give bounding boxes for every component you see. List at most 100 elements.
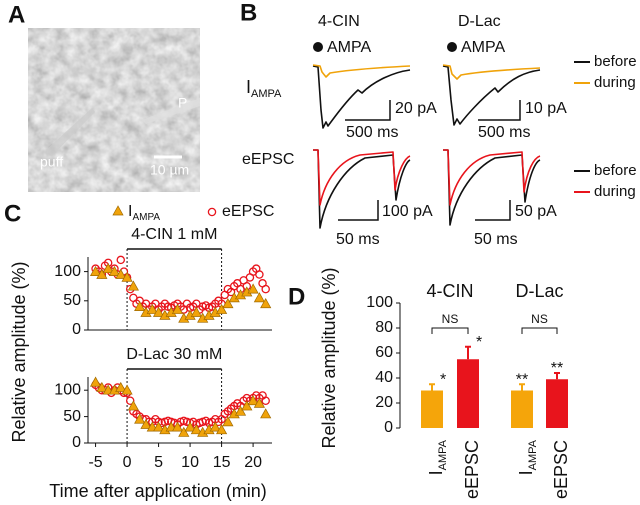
annotation: 4-CIN 1 mM — [131, 226, 217, 243]
triangle-point — [121, 271, 133, 282]
stimulus-dot — [313, 42, 323, 52]
panel-label: B — [240, 0, 257, 26]
scale-bar-label: 100 pA — [382, 203, 433, 220]
panel-label: C — [4, 200, 21, 227]
triangle-point — [260, 297, 272, 309]
category-label-main: eEPSC — [462, 440, 482, 499]
triangle-point — [209, 421, 221, 432]
x-tick-label: 15 — [213, 454, 231, 471]
scale-bar — [338, 200, 379, 221]
triangle-point — [96, 381, 108, 392]
triangle-point — [222, 297, 234, 309]
x-tick-label: 0 — [123, 454, 132, 471]
comparison-label: NS — [531, 312, 548, 326]
trace-before — [443, 149, 541, 226]
triangle-point — [184, 421, 196, 432]
legend-label-sub: AMPA — [132, 212, 160, 223]
triangle-point — [152, 306, 165, 317]
triangle-point — [115, 381, 127, 392]
triangle-point — [253, 397, 265, 408]
y-axis-label: Relative amplitude (%) — [319, 267, 339, 448]
legend-label: during — [594, 74, 636, 91]
y-tick-label: 100 — [366, 294, 393, 311]
y-tick-label: 100 — [54, 381, 81, 398]
scale-bar — [345, 100, 391, 121]
stimulus-label: AMPA — [327, 39, 371, 56]
legend-label-main: I — [128, 203, 132, 220]
triangle-point — [215, 424, 228, 435]
group-label: 4-CIN — [426, 281, 473, 301]
comparison-bracket — [521, 327, 558, 334]
triangle-point — [222, 416, 234, 427]
circle-point — [255, 270, 264, 279]
panel-label: D — [288, 283, 305, 310]
category-label-sub: AMPA — [527, 439, 539, 470]
significance: ** — [551, 360, 563, 377]
scale-bar-label: 500 ms — [346, 124, 398, 141]
y-tick-label: 80 — [375, 319, 393, 336]
puff-pipette — [46, 108, 95, 156]
triangle-point — [89, 376, 102, 387]
trace-during — [312, 64, 411, 78]
x-tick-label: 5 — [154, 454, 163, 471]
scale-bar-label: 50 pA — [515, 203, 557, 220]
y-tick-label: 60 — [375, 344, 393, 361]
bar — [546, 379, 568, 428]
trace-before — [312, 65, 411, 129]
triangle-point — [108, 265, 121, 276]
micrograph — [28, 28, 200, 192]
category-label-main: I — [516, 470, 536, 475]
triangle-point — [127, 400, 139, 411]
legend-label: eEPSC — [222, 203, 274, 220]
triangle-point — [178, 426, 190, 437]
triangle-point — [89, 265, 102, 276]
trace-during — [313, 149, 411, 206]
y-tick-label: 0 — [72, 434, 81, 451]
triangle-point — [247, 283, 259, 294]
legend-label: before — [594, 162, 637, 179]
category-label: IAMPA — [516, 439, 539, 475]
y-tick-label: 0 — [72, 321, 81, 338]
circle-point — [116, 255, 126, 265]
triangle-point — [241, 400, 253, 411]
triangle-point — [134, 300, 146, 311]
row-label-main: I — [246, 77, 251, 97]
legend-label: before — [594, 53, 637, 70]
category-label: eEPSC — [462, 440, 482, 499]
scale-bar-label: 50 ms — [474, 231, 518, 248]
y-tick-label: 50 — [63, 408, 81, 425]
puff-label: puff — [40, 154, 63, 170]
panel-label: A — [8, 1, 25, 28]
legend-label: IAMPA — [128, 203, 160, 222]
category-label-main: eEPSC — [551, 440, 571, 499]
legend-marker — [112, 205, 124, 216]
comparison-label: NS — [442, 312, 459, 326]
bar — [457, 359, 479, 428]
scale-bar — [475, 200, 511, 221]
comparison-bracket — [431, 327, 469, 334]
category-label: IAMPA — [426, 439, 449, 475]
x-tick-label: 10 — [181, 454, 199, 471]
scale-bar-label: 500 ms — [478, 124, 530, 141]
y-tick-label: 20 — [375, 394, 393, 411]
triangle-point — [190, 306, 202, 317]
category-label-sub: AMPA — [437, 439, 449, 470]
legend-label: during — [594, 183, 636, 200]
triangle-point — [140, 418, 152, 429]
triangle-point — [260, 408, 272, 419]
triangle-point — [215, 303, 228, 314]
significance: ** — [516, 371, 528, 388]
triangle-point — [247, 395, 259, 406]
triangle-point — [102, 262, 114, 274]
legend-marker — [207, 207, 217, 217]
circle-point — [261, 396, 270, 406]
row-label-sub: AMPA — [251, 88, 282, 100]
column-title: D-Lac — [458, 13, 501, 30]
x-tick-label: -5 — [88, 454, 102, 471]
scale-bar-label: 20 pA — [395, 100, 437, 117]
y-tick-label: 40 — [375, 369, 393, 386]
y-axis-label: Relative amplitude (%) — [9, 261, 29, 442]
trace-during — [442, 64, 541, 80]
triangle-point — [190, 424, 202, 435]
